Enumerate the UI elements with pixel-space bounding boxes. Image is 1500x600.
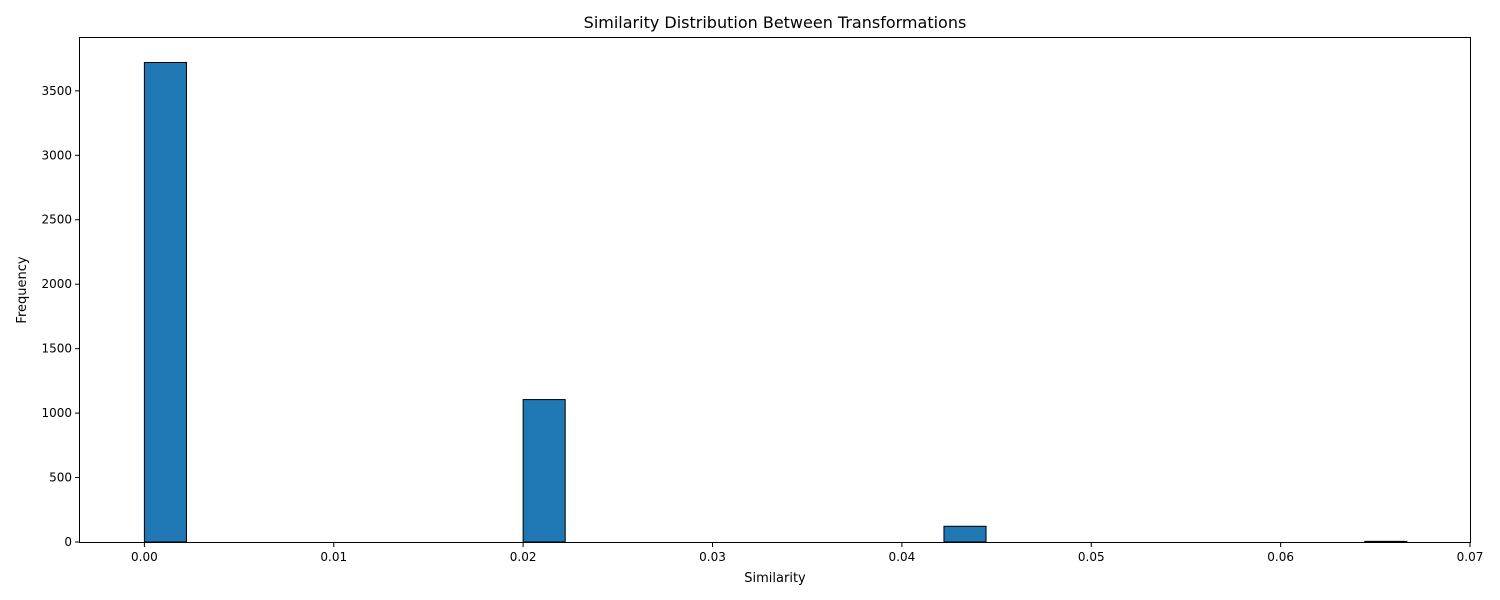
y-tick-label: 3000: [41, 148, 72, 162]
histogram-bar: [1364, 540, 1408, 543]
x-tick-label: 0.07: [1457, 550, 1484, 564]
y-axis-ticks: 0 500 1000 1500 2000 2500 3000 3500: [41, 84, 80, 549]
plot-frame: [79, 37, 1471, 543]
x-tick-label: 0.05: [1078, 550, 1105, 564]
x-tick-label: 0.02: [510, 550, 537, 564]
x-tick-label: 0.00: [131, 550, 158, 564]
histogram-bar: [943, 525, 987, 543]
y-tick-label: 2500: [41, 213, 72, 227]
histogram-bar: [522, 399, 566, 543]
x-tick-label: 0.04: [889, 550, 916, 564]
x-tick-label: 0.06: [1267, 550, 1294, 564]
x-axis-ticks: 0.00 0.01 0.02 0.03 0.04 0.05 0.06 0.07: [131, 542, 1483, 564]
y-tick-label: 2000: [41, 277, 72, 291]
y-tick-label: 500: [49, 471, 72, 485]
y-tick-label: 1500: [41, 342, 72, 356]
bars-group: [143, 61, 1408, 543]
chart-title: Similarity Distribution Between Transfor…: [584, 13, 967, 32]
y-axis-label: Frequency: [15, 256, 30, 323]
x-axis-label: Similarity: [744, 571, 806, 586]
histogram-bar: [143, 61, 187, 543]
y-tick-label: 0: [64, 535, 72, 549]
y-tick-label: 3500: [41, 84, 72, 98]
x-tick-label: 0.03: [699, 550, 726, 564]
y-tick-label: 1000: [41, 406, 72, 420]
x-tick-label: 0.01: [320, 550, 347, 564]
